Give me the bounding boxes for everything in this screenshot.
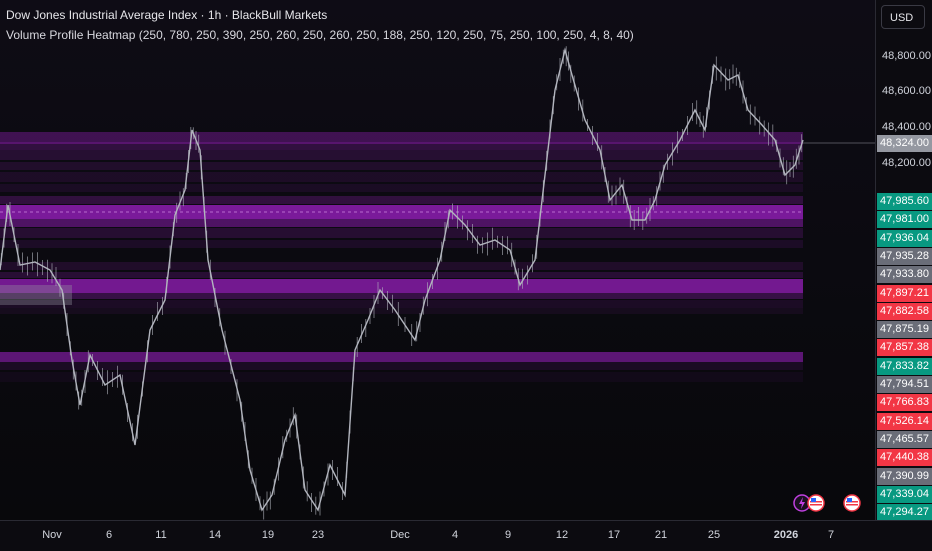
- price-label: 47,440.38: [877, 449, 932, 467]
- heatmap-band: [0, 150, 803, 160]
- price-tick: 48,600.00: [882, 85, 931, 97]
- price-label: 47,794.51: [877, 376, 932, 393]
- price-label: 47,882.58: [877, 302, 932, 320]
- heatmap-band: [0, 362, 803, 370]
- time-label: 11: [155, 529, 167, 541]
- price-tick: 48,200.00: [882, 157, 931, 169]
- heatmap-band: [0, 228, 803, 238]
- heatmap-band: [0, 172, 803, 182]
- indicator-legend[interactable]: Volume Profile Heatmap (250, 780, 250, 3…: [6, 28, 634, 42]
- time-label: 19: [261, 529, 275, 541]
- price-label: 47,526.14: [877, 412, 932, 430]
- heatmap-band: [0, 300, 803, 308]
- price-chart[interactable]: [0, 0, 875, 520]
- time-label: 6: [105, 529, 113, 541]
- heatmap-band: [0, 142, 803, 150]
- time-label: Nov: [42, 529, 62, 541]
- heatmap-band: [0, 219, 803, 227]
- heatmap-band: [0, 132, 803, 144]
- heatmap-band: [0, 372, 803, 382]
- us-flag-icon[interactable]: [843, 494, 861, 512]
- price-label: 47,339.04: [877, 485, 932, 503]
- heatmap-band: [0, 272, 803, 278]
- chart-pane[interactable]: Dow Jones Industrial Average Index · 1h …: [0, 0, 875, 520]
- time-label: 25: [707, 529, 721, 541]
- time-label: 23: [311, 529, 325, 541]
- price-label: 47,766.83: [877, 394, 932, 412]
- price-label: 47,985.60: [877, 193, 932, 210]
- heatmap-band: [0, 205, 803, 219]
- price-label: 47,294.27: [877, 504, 932, 522]
- heatmap-band: [0, 352, 803, 362]
- heatmap-band: [0, 308, 803, 314]
- price-label: 47,465.57: [877, 430, 932, 448]
- time-label: 4: [451, 529, 459, 541]
- price-label: 47,390.99: [877, 467, 932, 485]
- heatmap-band: [0, 184, 803, 192]
- price-tick: 48,800.00: [882, 50, 931, 62]
- price-label: 47,981.00: [877, 211, 932, 229]
- us-flag-icon[interactable]: [807, 494, 825, 512]
- heatmap-band: [0, 162, 803, 170]
- time-label: 9: [504, 529, 512, 541]
- time-label: 21: [654, 529, 668, 541]
- price-label: 47,833.82: [877, 357, 932, 375]
- currency-selector[interactable]: USD: [881, 5, 925, 29]
- price-label: 47,936.04: [877, 229, 932, 247]
- price-label: 47,875.19: [877, 321, 932, 339]
- time-label: Dec: [390, 529, 410, 541]
- highlight-zone: [0, 285, 72, 305]
- price-label: 47,935.28: [877, 247, 932, 265]
- price-label: 47,933.80: [877, 266, 932, 284]
- heatmap-band: [0, 262, 803, 270]
- time-label: 12: [555, 529, 569, 541]
- price-axis[interactable]: USD 48,800.00 48,600.00 48,400.00 48,200…: [875, 0, 932, 522]
- symbol-title[interactable]: Dow Jones Industrial Average Index · 1h …: [6, 8, 328, 22]
- time-label: 17: [607, 529, 621, 541]
- heatmap-band: [0, 293, 803, 299]
- time-label: 2026: [773, 529, 799, 541]
- heatmap-band: [0, 279, 803, 293]
- time-label: 14: [208, 529, 222, 541]
- time-label: 7: [827, 529, 835, 541]
- price-tick: 48,400.00: [882, 121, 931, 133]
- price-label: 47,897.21: [877, 284, 932, 302]
- time-axis[interactable]: Nov 6 11 14 19 23 Dec 4 9 12 17 21 25 20…: [0, 520, 932, 551]
- heatmap-band: [0, 196, 803, 204]
- heatmap-band: [0, 240, 803, 248]
- current-price-label: 48,324.00: [877, 135, 932, 152]
- price-label: 47,857.38: [877, 339, 932, 357]
